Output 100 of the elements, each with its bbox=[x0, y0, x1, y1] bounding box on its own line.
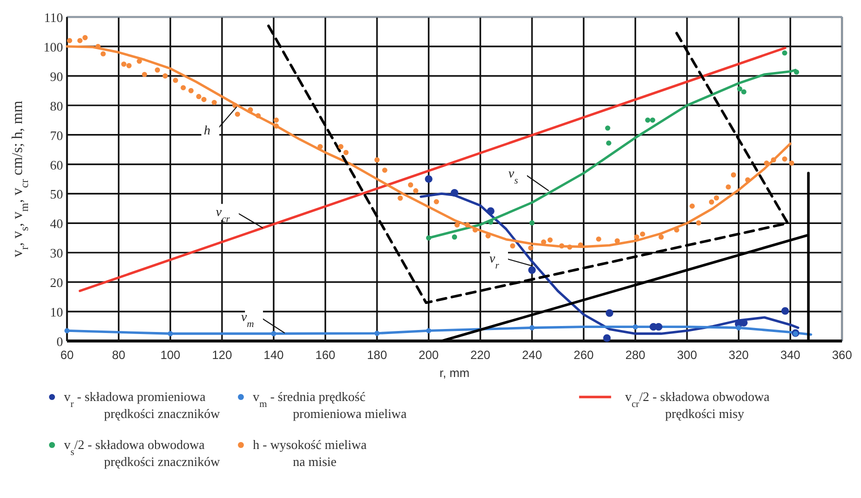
point bbox=[454, 222, 460, 228]
point bbox=[338, 144, 344, 150]
point bbox=[645, 117, 650, 123]
point bbox=[126, 63, 132, 68]
point bbox=[232, 102, 238, 108]
point bbox=[426, 328, 432, 334]
point bbox=[606, 309, 614, 317]
legend-label: v$_{s}$/2 - składowa obwodowa prędkości znaczników bbox=[64, 437, 220, 469]
point bbox=[66, 38, 72, 44]
point bbox=[64, 328, 70, 334]
point bbox=[374, 157, 380, 162]
point bbox=[486, 207, 494, 215]
x-tick-label: 340 bbox=[780, 348, 801, 362]
point bbox=[741, 89, 746, 94]
point bbox=[559, 243, 564, 248]
point bbox=[464, 222, 470, 228]
point bbox=[745, 177, 750, 182]
x-tick-label: 360 bbox=[832, 348, 852, 362]
point bbox=[196, 94, 202, 100]
y-tick-label: 80 bbox=[50, 98, 63, 114]
x-tick-label: 80 bbox=[112, 348, 126, 362]
x-tick-label: 60 bbox=[60, 348, 74, 362]
point bbox=[782, 156, 788, 162]
point bbox=[318, 144, 323, 150]
point bbox=[162, 73, 168, 79]
point bbox=[201, 96, 207, 102]
y-tick-label: 70 bbox=[50, 128, 63, 143]
x-tick-label: 220 bbox=[470, 348, 491, 362]
point bbox=[770, 157, 776, 162]
point bbox=[634, 234, 640, 240]
point bbox=[529, 325, 535, 330]
point bbox=[77, 38, 83, 44]
point bbox=[82, 35, 88, 40]
y-tick-label: 0 bbox=[56, 334, 63, 349]
point bbox=[528, 245, 534, 251]
point bbox=[547, 237, 553, 243]
point bbox=[632, 324, 638, 330]
point bbox=[605, 125, 610, 131]
point bbox=[450, 189, 458, 197]
point bbox=[708, 199, 714, 205]
point bbox=[398, 196, 403, 201]
point bbox=[764, 160, 770, 166]
point bbox=[794, 69, 800, 75]
x-tick-label: 160 bbox=[315, 348, 336, 362]
point bbox=[374, 330, 380, 336]
point bbox=[737, 86, 742, 92]
legend-label: v$_{cr}$/2 - składowa obwodowa prędkości misy bbox=[625, 389, 770, 421]
point bbox=[782, 50, 788, 56]
point bbox=[413, 188, 418, 194]
point bbox=[730, 172, 736, 178]
y-tick-label: 50 bbox=[50, 186, 63, 202]
point bbox=[606, 140, 612, 146]
point bbox=[271, 331, 276, 336]
point bbox=[248, 107, 254, 112]
point bbox=[789, 160, 794, 166]
point bbox=[690, 204, 695, 209]
x-tick-label: 280 bbox=[625, 348, 646, 362]
y-tick-label: 100 bbox=[44, 39, 63, 54]
point bbox=[142, 72, 148, 78]
x-tick-label: 140 bbox=[264, 348, 284, 362]
point bbox=[274, 123, 279, 129]
point bbox=[172, 78, 178, 83]
y-tick-label: 110 bbox=[44, 10, 63, 25]
y-tick-label: 60 bbox=[50, 157, 63, 172]
line-series bbox=[267, 24, 790, 304]
point bbox=[472, 227, 478, 233]
point bbox=[567, 244, 572, 250]
point bbox=[696, 220, 702, 226]
x-tick-label: 300 bbox=[676, 348, 698, 362]
x-tick-label: 200 bbox=[418, 348, 439, 362]
point bbox=[485, 233, 491, 238]
point bbox=[736, 325, 742, 330]
point bbox=[578, 242, 584, 248]
x-tick-label: 100 bbox=[160, 348, 181, 362]
point bbox=[188, 88, 194, 94]
point bbox=[136, 58, 142, 64]
x-tick-label: 120 bbox=[212, 348, 232, 362]
x-tick-label: 180 bbox=[366, 348, 388, 362]
y-tick-label: 90 bbox=[50, 68, 63, 84]
y-tick-label: 30 bbox=[50, 246, 63, 261]
point bbox=[603, 334, 611, 342]
legend-label: h - wysokość mieliwa na misie bbox=[252, 437, 367, 469]
annotation: v$_{m}$ bbox=[241, 309, 254, 330]
annotation: v$_{cr}$ bbox=[216, 204, 230, 224]
point bbox=[714, 195, 720, 200]
y-tick-label: 20 bbox=[50, 275, 63, 290]
legend-label: v$_{m}$ - średnia prędkość promieniowa mieliwa bbox=[252, 389, 407, 421]
point bbox=[434, 199, 440, 204]
point bbox=[180, 85, 186, 90]
point bbox=[424, 175, 432, 183]
point bbox=[382, 168, 388, 173]
x-tick-label: 240 bbox=[522, 348, 542, 362]
point bbox=[640, 231, 646, 237]
point bbox=[408, 182, 414, 188]
x-axis-title: r, mm bbox=[440, 366, 470, 380]
point bbox=[650, 117, 656, 123]
x-tick-label: 260 bbox=[574, 348, 594, 362]
point bbox=[510, 243, 516, 248]
y-tick-label: 10 bbox=[50, 304, 63, 320]
x-tick-label: 320 bbox=[728, 348, 749, 362]
